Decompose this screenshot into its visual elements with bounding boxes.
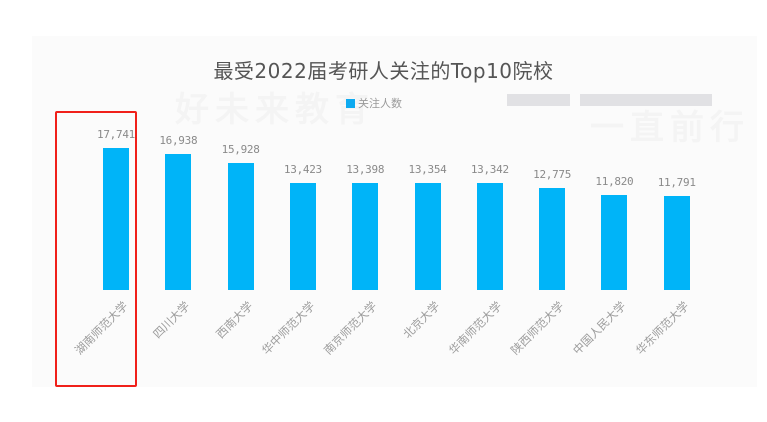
bar — [476, 183, 503, 290]
bar-value-label: 16,938 — [159, 134, 198, 148]
chart-legend: 关注人数 — [346, 95, 402, 111]
bar-value-label: 13,342 — [470, 163, 509, 177]
highlight-box — [55, 111, 137, 387]
bar — [103, 148, 129, 290]
bar — [663, 195, 690, 290]
watermark-left: 好未来教育 — [175, 82, 375, 131]
bar-value-label: 13,423 — [283, 162, 322, 176]
bar — [289, 182, 316, 290]
legend-label: 关注人数 — [358, 97, 402, 110]
chart-title: 最受2022届考研人关注的Top10院校 — [213, 59, 554, 83]
bar-value-label: 12,775 — [533, 167, 572, 181]
bar-value-label: 11,791 — [657, 175, 696, 189]
bar — [227, 162, 254, 290]
bar — [352, 182, 379, 290]
bar — [165, 154, 192, 290]
bar — [539, 187, 566, 290]
bar-value-label: 11,820 — [595, 175, 634, 189]
bar-value-label: 13,398 — [346, 162, 385, 176]
blurred-region — [580, 94, 712, 106]
blurred-region — [507, 94, 570, 106]
bar-value-label: 17,741 — [97, 128, 135, 141]
watermark-right: 一直前行 — [590, 100, 750, 149]
bar-value-label: 13,354 — [408, 163, 447, 177]
bar — [414, 183, 441, 290]
bar-value-label: 15,928 — [221, 142, 260, 156]
legend-swatch-icon — [346, 98, 355, 108]
bar — [601, 195, 628, 290]
